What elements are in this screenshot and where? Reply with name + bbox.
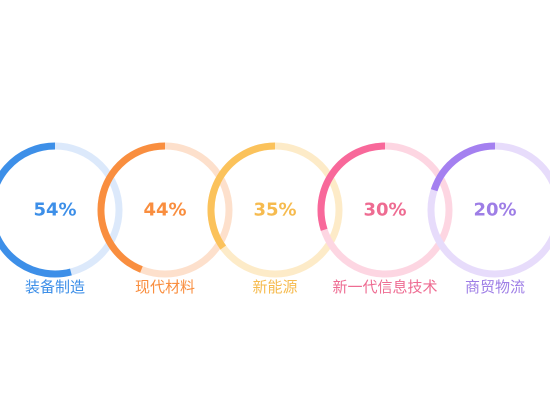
percent-label-5: 20% xyxy=(473,200,516,221)
category-label-1: 装备制造 xyxy=(25,278,85,296)
category-label-5: 商贸物流 xyxy=(465,278,525,296)
percent-label-1: 54% xyxy=(33,200,76,221)
donut-arc-2 xyxy=(97,142,166,273)
donut-arc-5 xyxy=(430,142,496,192)
donut-arc-4 xyxy=(317,142,386,231)
percent-label-3: 35% xyxy=(253,200,296,221)
percent-label-4: 30% xyxy=(363,200,406,221)
donut-arc-3 xyxy=(207,142,276,250)
donut-arc-1 xyxy=(0,142,72,278)
category-label-3: 新能源 xyxy=(252,278,297,296)
category-label-4: 新一代信息技术 xyxy=(332,278,437,296)
category-label-2: 现代材料 xyxy=(135,278,195,296)
percent-label-2: 44% xyxy=(143,200,186,221)
